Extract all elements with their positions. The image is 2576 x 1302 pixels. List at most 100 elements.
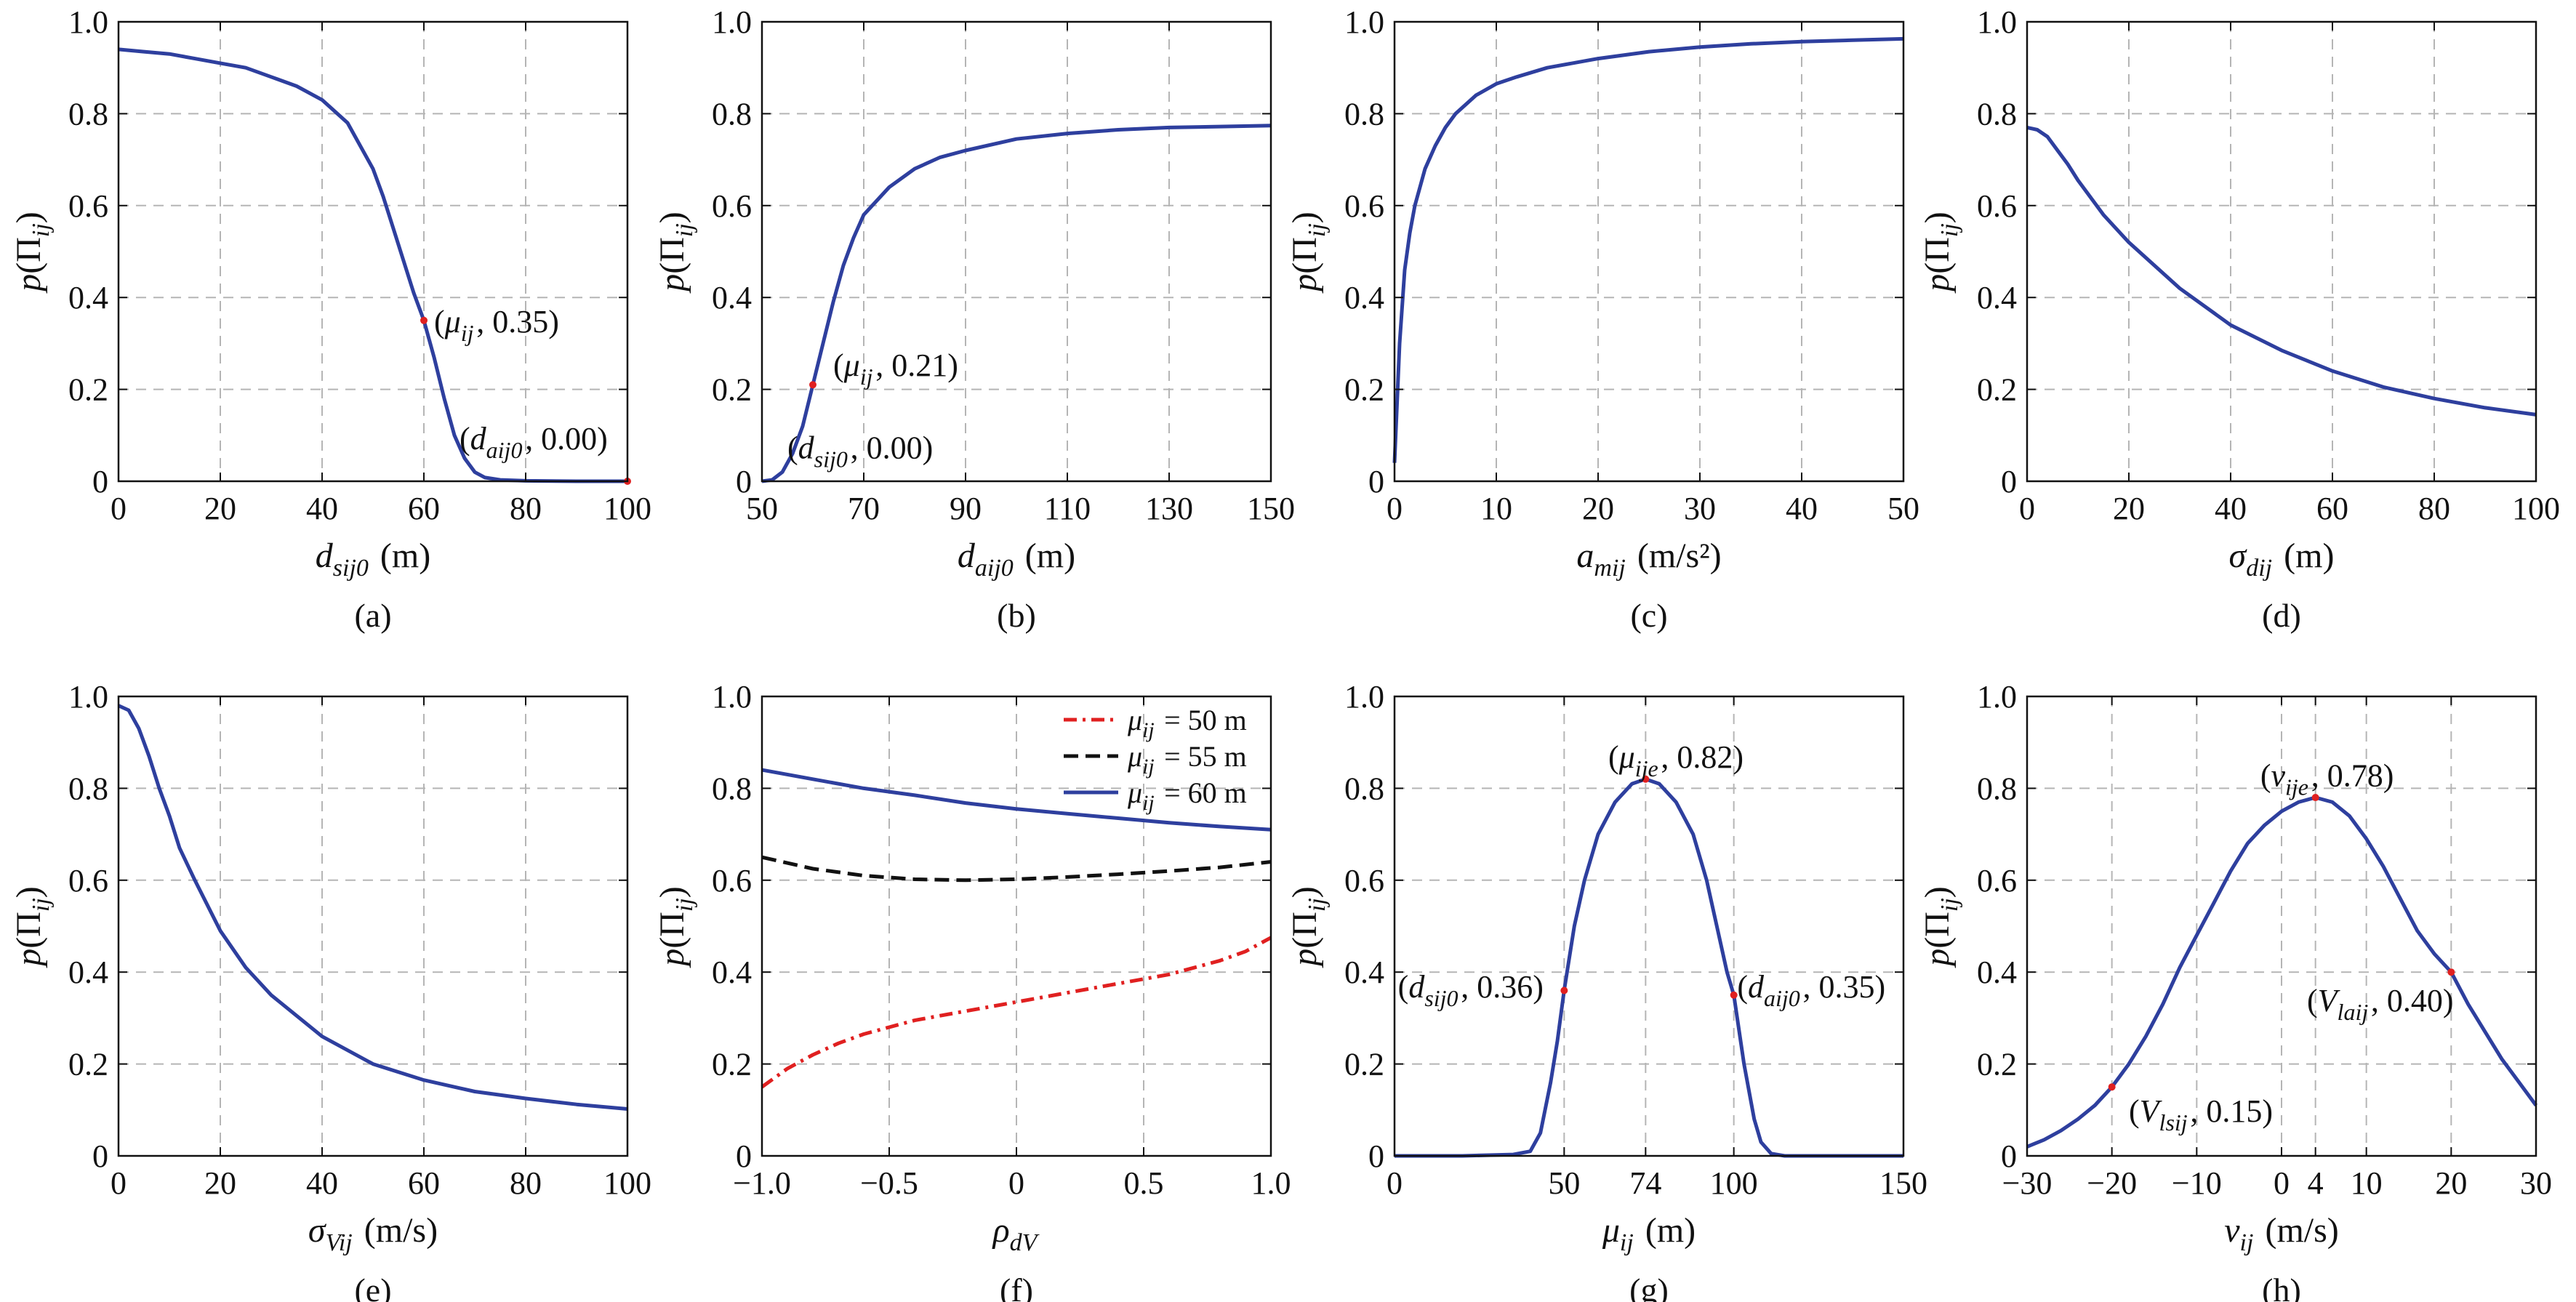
- y-tick-label: 0.6: [1977, 863, 2017, 899]
- x-tick-label: 50: [746, 491, 778, 526]
- y-tick-label: 0.6: [712, 188, 752, 224]
- data-point: [1560, 986, 1568, 994]
- series-line-3: [761, 768, 1272, 832]
- y-axis-label: p(Πij): [653, 886, 698, 968]
- y-tick-label: 0.2: [712, 1047, 752, 1082]
- x-tick-label: 150: [1879, 1165, 1927, 1201]
- x-axis-label: vij (m/s): [2224, 1211, 2339, 1256]
- axes-frame: [117, 695, 629, 1157]
- y-tick-label: 0.8: [68, 771, 108, 806]
- chart-panel-c: 0 10 20 30 40 50 0 0.2 0.4 0.6 0.8 1.0 amij (m/s²) p(…: [1285, 4, 1919, 634]
- y-tick-label: 1.0: [1977, 679, 2017, 715]
- x-tick-label: 150: [1247, 491, 1295, 526]
- plot-area: [119, 696, 627, 1156]
- y-tick-label: 0.2: [712, 372, 752, 408]
- y-tick-label: 0.6: [1344, 188, 1384, 224]
- series-line-1: [1392, 36, 1904, 463]
- x-tick-label: 20: [204, 1165, 236, 1201]
- data-point: [2108, 1083, 2116, 1091]
- x-tick-label: 0: [1008, 1165, 1024, 1201]
- y-tick-label: 0.2: [68, 372, 108, 408]
- x-tick-label: 74: [1629, 1165, 1661, 1201]
- y-tick-label: 0.2: [68, 1047, 108, 1082]
- y-axis-label: p(Πij): [653, 212, 698, 294]
- y-tick-label: 0.8: [1344, 771, 1384, 806]
- x-tick-label: 80: [2418, 491, 2450, 526]
- series-line-1: [761, 936, 1272, 1089]
- y-tick-label: 0.4: [1344, 280, 1384, 316]
- x-tick-label: 70: [848, 491, 880, 526]
- x-tick-label: 10: [2351, 1165, 2383, 1201]
- x-axis-label: σVij (m/s): [308, 1211, 438, 1256]
- y-tick-label: 0.8: [68, 96, 108, 132]
- legend-entry: μij = 60 m: [1127, 776, 1247, 815]
- data-point: [1730, 991, 1738, 999]
- y-tick-label: 0: [1368, 464, 1384, 499]
- x-tick-label: −20: [2087, 1165, 2137, 1201]
- x-axis-label: ρdV: [992, 1211, 1040, 1256]
- chart-panel-f: −1.0 −0.5 0 0.5 1.0 0 0.2 0.4 0.6 0.8 1.0 ρdV p(Πij…: [653, 679, 1291, 1302]
- series-line-1: [117, 704, 628, 1111]
- x-axis-label: amij (m/s²): [1576, 537, 1721, 582]
- series-line-1: [761, 124, 1272, 483]
- x-tick-label: 30: [1684, 491, 1716, 526]
- x-tick-label: 20: [2435, 1165, 2467, 1201]
- series-line-1: [2026, 125, 2537, 417]
- x-tick-label: 80: [510, 1165, 542, 1201]
- y-tick-label: 1.0: [1344, 4, 1384, 40]
- axes-frame: [761, 20, 1272, 483]
- chart-panel-a: 0 20 40 60 80 100 0 0.2 0.4 0.6 0.8 1.0 dsij0 (m) p(Π…: [9, 4, 651, 634]
- x-tick-label: 1.0: [1251, 1165, 1291, 1201]
- y-tick-label: 0: [2001, 464, 2017, 499]
- x-tick-label: 0: [1387, 491, 1403, 526]
- y-tick-label: 0.4: [712, 280, 752, 316]
- data-point: [1642, 775, 1650, 783]
- x-axis-label: σdij (m): [2229, 537, 2335, 582]
- y-tick-label: 0: [92, 464, 108, 499]
- x-tick-label: 100: [1710, 1165, 1758, 1201]
- panel-caption: (d): [2262, 597, 2301, 634]
- axes-frame: [2026, 20, 2537, 483]
- plot-area: [2027, 22, 2536, 481]
- point-annotation: (daij0 , 0.35): [1737, 969, 1885, 1011]
- y-tick-label: 0: [92, 1138, 108, 1174]
- point-annotation: (Vlaij , 0.40): [2307, 983, 2454, 1025]
- data-point: [809, 381, 816, 389]
- chart-panel-b: 50 70 90 110 130 150 0 0.2 0.4 0.6 0.8 1.0 daij0 (m)…: [653, 4, 1295, 634]
- data-point: [420, 316, 428, 324]
- series-line-2: [761, 855, 1272, 883]
- y-tick-label: 1.0: [68, 4, 108, 40]
- legend-entry: μij = 55 m: [1127, 740, 1247, 779]
- point-annotation: (dsij0 , 0.00): [787, 430, 933, 473]
- point-annotation: (Vlsij , 0.15): [2129, 1093, 2273, 1136]
- panel-caption: (h): [2262, 1271, 2301, 1302]
- x-tick-label: 40: [2215, 491, 2247, 526]
- y-tick-label: 0.6: [1344, 863, 1384, 899]
- x-tick-label: 20: [204, 491, 236, 526]
- y-tick-label: 0.2: [1344, 372, 1384, 408]
- panel-caption: (f): [1000, 1271, 1033, 1302]
- y-axis-label: p(Πij): [9, 212, 55, 294]
- point-annotation: (μij , 0.21): [833, 347, 958, 390]
- y-axis-label: p(Πij): [1918, 886, 1963, 968]
- x-tick-label: −1.0: [733, 1165, 791, 1201]
- legend-entry: μij = 50 m: [1127, 704, 1247, 742]
- panel-caption: (c): [1630, 597, 1667, 634]
- y-tick-label: 1.0: [1977, 4, 2017, 40]
- plot-area: [1395, 22, 1903, 481]
- y-tick-label: 0.6: [1977, 188, 2017, 224]
- x-tick-label: 0.5: [1124, 1165, 1164, 1201]
- x-tick-label: 0: [111, 491, 127, 526]
- y-axis-label: p(Πij): [1285, 886, 1331, 968]
- y-tick-label: 0: [2001, 1138, 2017, 1174]
- y-tick-label: 0.4: [1977, 955, 2017, 990]
- x-tick-label: 60: [408, 491, 440, 526]
- panel-caption: (g): [1629, 1271, 1669, 1302]
- x-tick-label: 100: [2512, 491, 2560, 526]
- series-line-1: [118, 47, 627, 483]
- x-tick-label: 0: [2274, 1165, 2290, 1201]
- x-tick-label: −0.5: [860, 1165, 918, 1201]
